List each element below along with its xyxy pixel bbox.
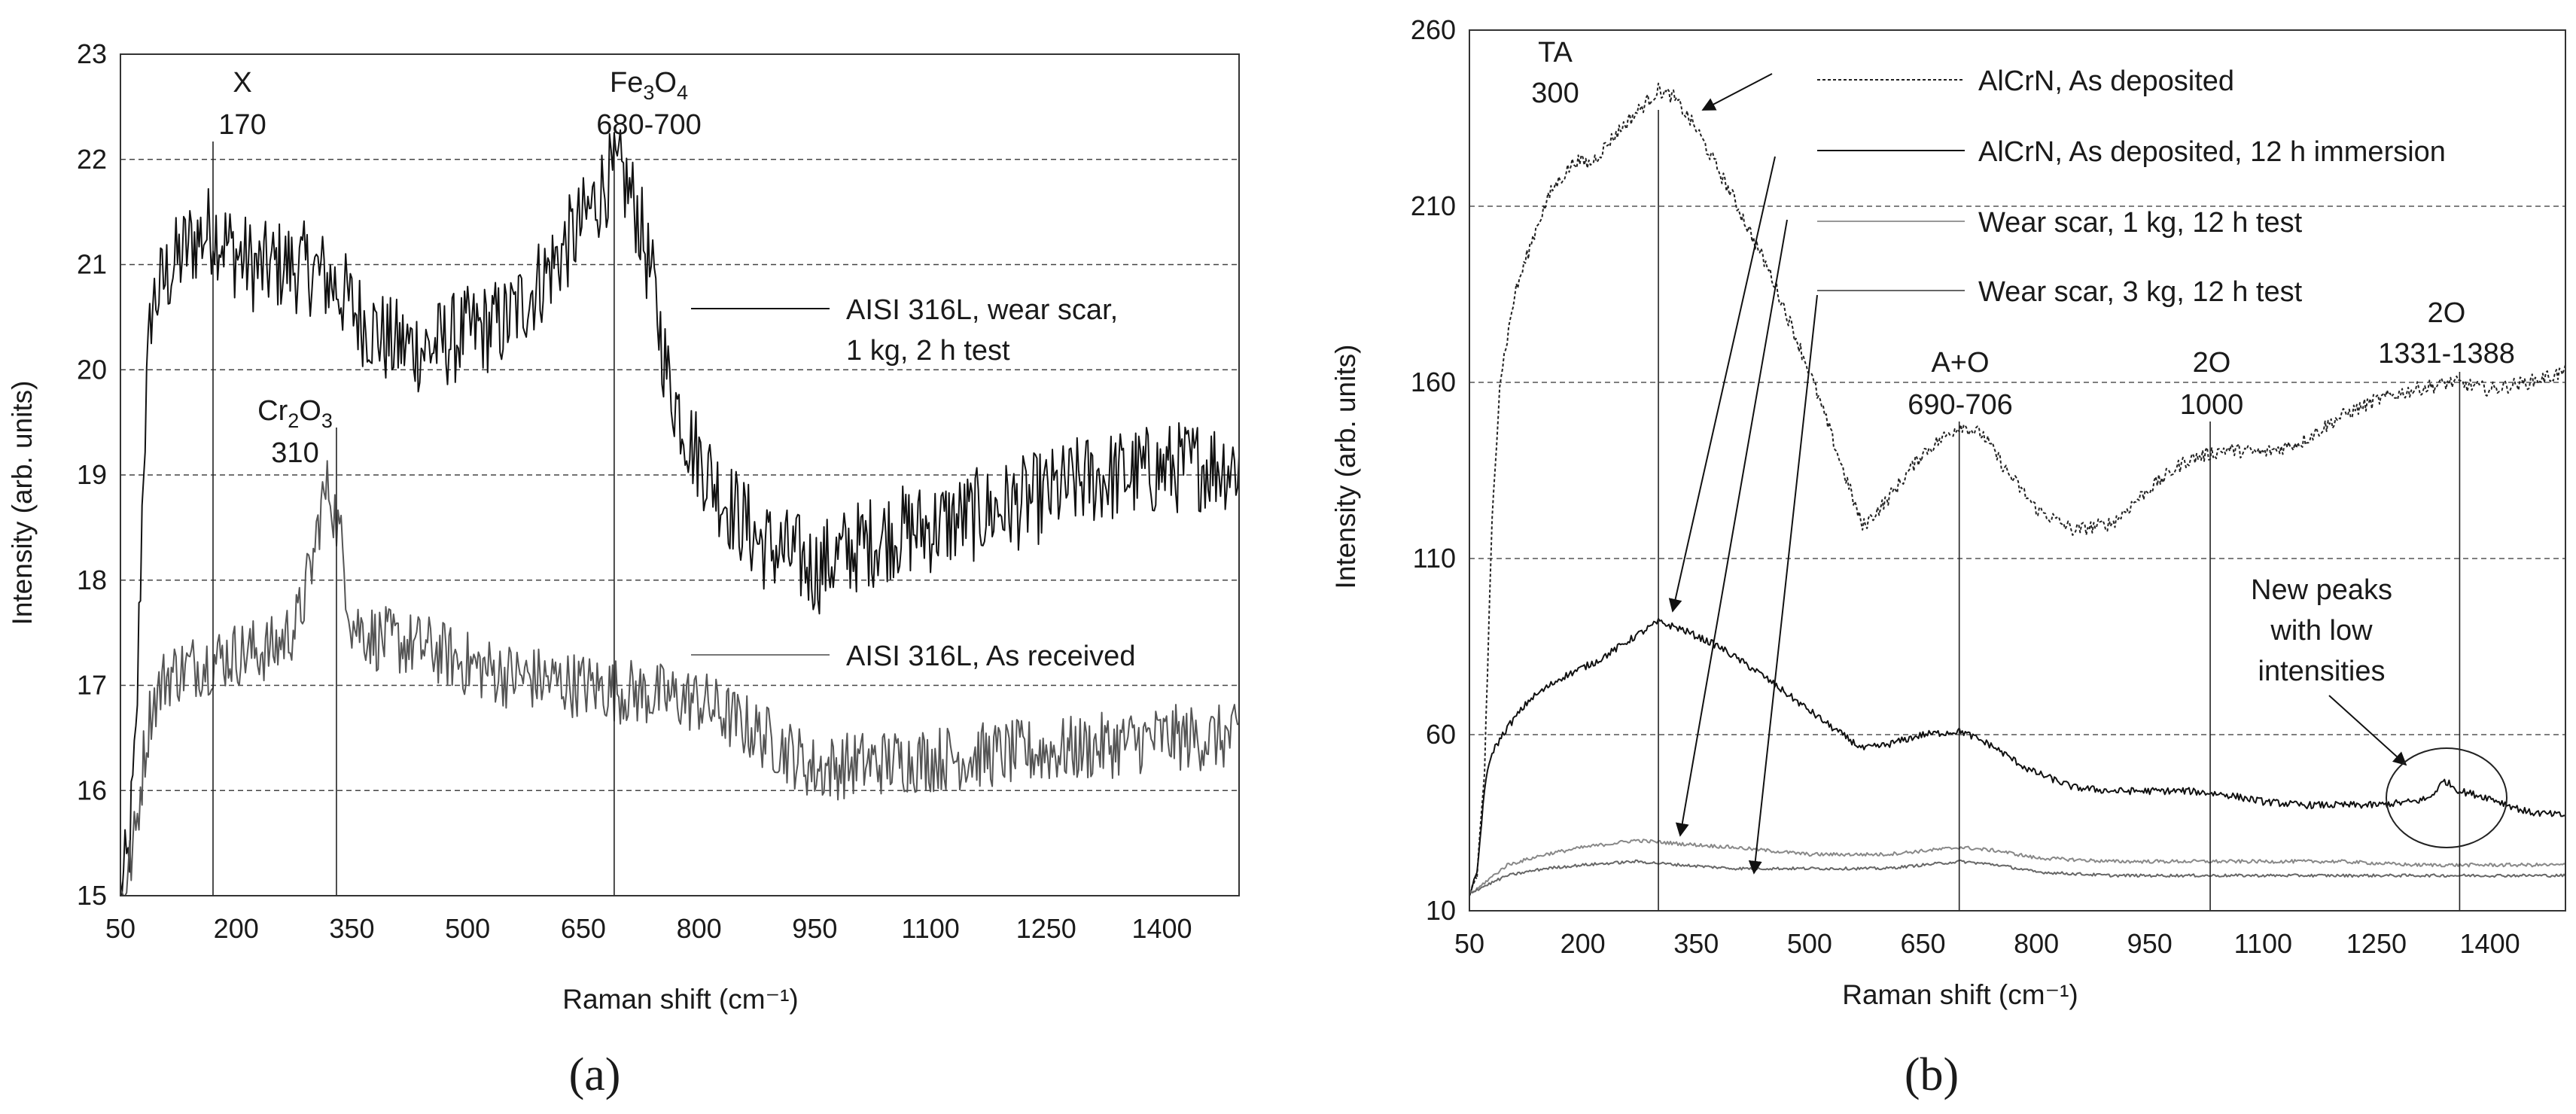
annotation-fe3o4-name: Fe3O4: [610, 67, 688, 104]
callout-text-line3: intensities: [2258, 656, 2386, 687]
annotation-cr2o3-value: 310: [271, 437, 318, 469]
x-tick-label: 1400: [1131, 913, 1192, 944]
legend-label-as-deposited: AlCrN, As deposited: [1978, 65, 2234, 97]
callout-arrow: [2328, 695, 2407, 766]
x-tick-label: 950: [792, 913, 837, 944]
arrow-1kg: [1675, 219, 1788, 837]
panel-a-y-axis-label: Intensity (arb. units): [7, 381, 38, 625]
y-tick-label: 260: [1411, 14, 1456, 45]
panel-b-x-axis-label: Raman shift (cm⁻¹): [1842, 979, 2078, 1010]
y-tick-label: 60: [1426, 719, 1456, 750]
series-line-alcrn-as-deposited: [1469, 82, 2566, 893]
y-tick-label: 20: [77, 354, 107, 385]
x-tick-label: 350: [1673, 928, 1719, 959]
x-tick-label: 50: [105, 913, 135, 944]
y-tick-label: 23: [77, 38, 107, 69]
series-line-wear-scar-1-kg-12-h-test: [1469, 839, 2566, 894]
y-tick-label: 19: [77, 459, 107, 490]
series-line-aisi-316l-as-received: [120, 460, 1240, 896]
arrow-as-deposited: [1701, 73, 1773, 111]
annotation-ta-value: 300: [1531, 78, 1579, 109]
annotation-a-o-value: 690-706: [1908, 389, 2012, 421]
y-tick-label: 210: [1411, 190, 1456, 221]
x-tick-label: 500: [1787, 928, 1832, 959]
x-tick-label: 1100: [2234, 928, 2292, 959]
legend-label-wear-scar-2h-line1: AISI 316L, wear scar,: [846, 294, 1118, 326]
arrow-3kg: [1748, 294, 1818, 875]
legend-label-3kg: Wear scar, 3 kg, 12 h test: [1978, 276, 2303, 308]
x-tick-label: 50: [1454, 928, 1484, 959]
x-tick-label: 1250: [1016, 913, 1076, 944]
callout-text-line2: with low: [2270, 615, 2373, 647]
annotation-x-value: 170: [218, 109, 266, 141]
panel-a-x-tick-labels: 50 200 350 500 650 800 950 1100 1250 1400: [105, 913, 1192, 944]
panel-b-y-tick-labels: 10 60 110 160 210 260: [1411, 14, 1456, 926]
panel-a-x-axis-label: Raman shift (cm⁻¹): [562, 984, 799, 1015]
panel-a-series: [120, 129, 1240, 896]
legend-label-wear-scar-2h-line2: 1 kg, 2 h test: [846, 335, 1010, 367]
series-line-alcrn-as-deposited-12-h-immersion: [1469, 617, 2566, 896]
x-tick-label: 650: [561, 913, 606, 944]
x-tick-label: 1250: [2346, 928, 2407, 959]
annotation-ta-name: TA: [1538, 37, 1573, 68]
annotation-x-name: X: [233, 67, 251, 99]
y-tick-label: 18: [77, 565, 107, 595]
annotation-fe3o4-value: 680-700: [596, 109, 701, 141]
panel-b-peak-lines: [1658, 110, 2461, 911]
y-tick-label: 15: [77, 880, 107, 911]
arrow-12h-immersion: [1668, 156, 1776, 613]
panel-a-label: (a): [569, 1049, 621, 1100]
legend-label-12h-immersion: AlCrN, As deposited, 12 h immersion: [1978, 136, 2446, 168]
panel-b-plot-frame: [1469, 29, 2566, 912]
x-tick-label: 1100: [901, 913, 959, 944]
panel-a-peak-lines: [212, 142, 615, 896]
annotation-2o-1000-value: 1000: [2180, 389, 2244, 421]
legend-label-1kg: Wear scar, 1 kg, 12 h test: [1978, 207, 2303, 239]
annotation-a-o-name: A+O: [1931, 347, 1989, 379]
series-line-aisi-316l-wear-scar-1-kg-2-h-test: [120, 129, 1240, 896]
panel-a-gridlines: [120, 158, 1239, 792]
y-tick-label: 21: [77, 249, 107, 280]
panel-b-gridlines: [1469, 205, 2565, 735]
x-tick-label: 500: [445, 913, 490, 944]
panel-a: 15 16 17 18 19 20 21 22 23 50 200 350 500 650 800 950 1…: [7, 38, 1240, 1100]
annotation-cr2o3-name: Cr2O3: [257, 395, 333, 432]
callout-text-line1: New peaks: [2251, 574, 2392, 606]
y-tick-label: 160: [1411, 367, 1456, 397]
callout-circle: [2386, 747, 2507, 848]
y-tick-label: 110: [1413, 543, 1456, 574]
panel-b-series: [1469, 82, 2566, 896]
panel-b-x-tick-labels: 50 200 350 500 650 800 950 1100 1250 1400: [1454, 928, 2520, 959]
x-tick-label: 350: [329, 913, 374, 944]
annotation-2o-1331-name: 2O: [2428, 297, 2466, 329]
x-tick-label: 800: [677, 913, 722, 944]
y-tick-label: 10: [1426, 895, 1456, 926]
y-tick-label: 22: [77, 144, 107, 175]
panel-b: 10 60 110 160 210 260 50 200 350 500 650 800 950 110…: [1330, 14, 2566, 1100]
x-tick-label: 200: [1561, 928, 1606, 959]
x-tick-label: 800: [2014, 928, 2059, 959]
annotation-2o-1331-value: 1331-1388: [2378, 338, 2515, 370]
x-tick-label: 1400: [2460, 928, 2520, 959]
x-tick-label: 650: [1900, 928, 1945, 959]
series-line-wear-scar-3-kg-12-h-test: [1469, 859, 2566, 894]
panel-b-label: (b): [1905, 1049, 1959, 1100]
panel-a-y-tick-labels: 15 16 17 18 19 20 21 22 23: [77, 38, 107, 911]
annotation-2o-1000-name: 2O: [2193, 347, 2231, 379]
panel-a-plot-frame: [120, 53, 1240, 896]
legend-label-as-received: AISI 316L, As received: [846, 641, 1135, 672]
x-tick-label: 950: [2127, 928, 2173, 959]
y-tick-label: 17: [77, 670, 107, 701]
panel-b-y-axis-label: Intensity (arb. units): [1330, 345, 1361, 589]
y-tick-label: 16: [77, 775, 107, 805]
x-tick-label: 200: [214, 913, 259, 944]
